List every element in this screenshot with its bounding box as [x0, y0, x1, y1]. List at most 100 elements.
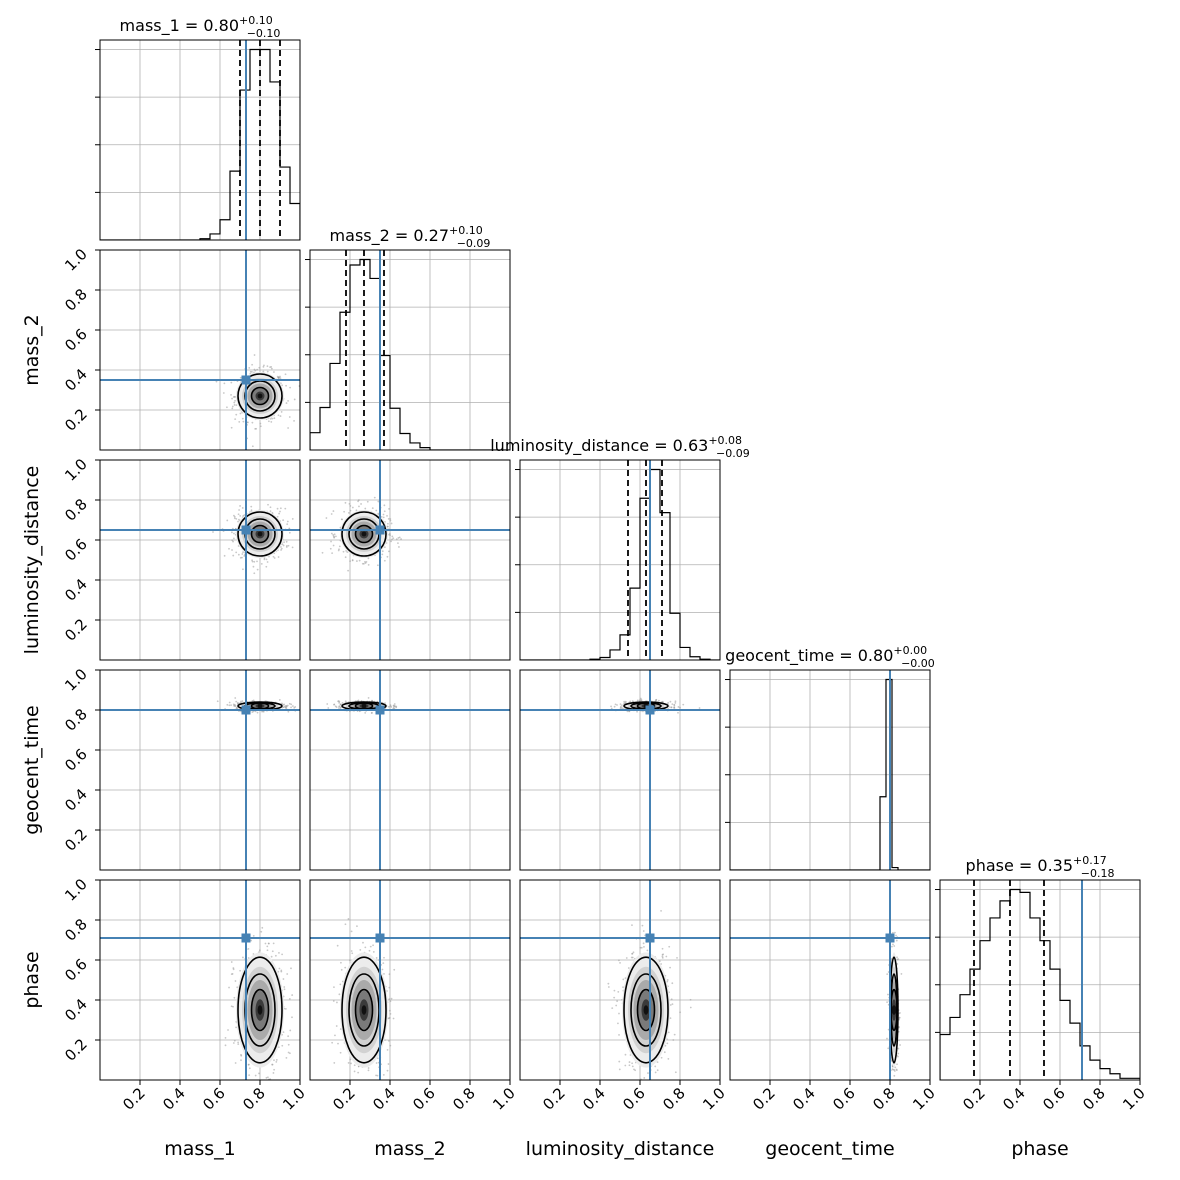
sample-point	[381, 968, 384, 971]
sample-point	[251, 371, 253, 373]
sample-point	[237, 513, 240, 516]
sample-point	[356, 925, 358, 928]
contour-level	[237, 511, 283, 557]
sample-point	[364, 562, 367, 564]
sample-point	[327, 707, 330, 709]
panel-mass_1-vs-luminosity_distance: 0.20.40.60.81.0	[61, 455, 301, 661]
sample-point	[252, 934, 255, 937]
sample-point	[269, 510, 272, 513]
sample-point	[216, 700, 219, 703]
sample-point	[234, 399, 236, 402]
sample-point	[291, 518, 294, 520]
title-main: mass_2 = 0.27	[330, 226, 449, 246]
sample-point	[254, 427, 257, 430]
sample-point	[368, 1088, 370, 1090]
sample-point	[610, 705, 612, 708]
sample-point	[230, 426, 233, 429]
sample-point	[669, 700, 672, 703]
contour-level	[354, 524, 374, 544]
sample-point	[647, 1072, 649, 1074]
sample-point	[239, 514, 242, 517]
sample-point	[270, 367, 273, 370]
sample-point	[236, 702, 239, 704]
sample-point	[265, 1076, 268, 1079]
sample-point	[230, 961, 233, 963]
sample-point	[326, 703, 329, 705]
sample-point	[227, 1029, 229, 1031]
diag-panel-mass_2: mass_2 = 0.27+0.10 −0.09	[305, 224, 511, 451]
sample-point	[260, 930, 263, 933]
panel-title-mass_1: mass_1 = 0.80+0.10 −0.10	[120, 14, 281, 40]
sample-point	[369, 945, 372, 948]
sample-point	[247, 957, 250, 959]
sample-point	[283, 988, 286, 991]
sample-point	[366, 500, 369, 503]
sample-point	[388, 998, 391, 1001]
sample-point	[290, 706, 292, 709]
sample-point	[359, 1109, 361, 1111]
sample-point	[338, 993, 341, 996]
y-tick-label: 0.2	[61, 825, 91, 855]
sample-point	[376, 1087, 378, 1089]
sample-point	[400, 538, 402, 540]
sample-point	[286, 704, 289, 707]
sample-point	[383, 546, 386, 549]
panel-mass_2-vs-luminosity_distance	[309, 459, 511, 661]
sample-point	[388, 532, 391, 535]
sample-point	[376, 1074, 379, 1077]
sample-point	[398, 546, 400, 548]
sample-point	[358, 505, 360, 508]
sample-point	[275, 1060, 278, 1063]
sample-point	[228, 986, 230, 989]
sample-point	[231, 1089, 233, 1091]
panel-mass_2-vs-geocent_time	[309, 669, 511, 871]
sample-point	[382, 1073, 385, 1076]
panel-mass_2-vs-phase	[309, 879, 511, 1111]
truth-point	[375, 705, 385, 715]
sample-point	[676, 957, 678, 959]
sample-point	[261, 710, 263, 713]
diag-panel-luminosity_distance: luminosity_distance = 0.63+0.08 −0.09	[490, 434, 750, 661]
sample-point	[232, 1005, 234, 1008]
sample-point	[234, 418, 237, 421]
sample-point	[240, 1059, 242, 1062]
panel-frame	[309, 249, 511, 451]
sample-point	[390, 540, 393, 543]
sample-point	[266, 1082, 268, 1084]
sample-point	[242, 420, 245, 423]
density-level	[361, 1005, 367, 1015]
sample-point	[619, 703, 622, 706]
panel-frame	[309, 879, 511, 1081]
sample-point	[381, 550, 384, 553]
sample-point	[287, 1043, 290, 1046]
sample-point	[275, 1059, 278, 1061]
sample-point	[284, 507, 287, 510]
sample-point	[266, 561, 269, 563]
sample-point	[285, 540, 288, 543]
sample-point	[294, 706, 297, 708]
sample-point	[383, 510, 386, 513]
sample-point	[624, 1053, 627, 1056]
sample-point	[258, 949, 261, 952]
sample-point	[250, 509, 253, 512]
sample-point	[270, 365, 273, 368]
sample-point	[364, 507, 367, 510]
sample-point	[347, 1062, 350, 1064]
sample-point	[640, 699, 642, 702]
sample-point	[235, 1026, 238, 1029]
sample-point	[283, 986, 286, 988]
sample-point	[629, 700, 632, 703]
histogram-mass_2	[310, 258, 510, 450]
sample-point	[338, 707, 340, 709]
sample-point	[291, 546, 294, 549]
sample-point	[274, 954, 277, 957]
title-lower: −0.00	[901, 657, 935, 670]
histogram-phase	[940, 888, 1140, 1080]
contour-level	[237, 373, 283, 419]
sample-point	[347, 918, 350, 920]
sample-point	[661, 957, 664, 959]
sample-point	[236, 707, 239, 709]
sample-point	[285, 705, 287, 707]
sample-point	[287, 399, 289, 402]
sample-point	[615, 1004, 618, 1007]
